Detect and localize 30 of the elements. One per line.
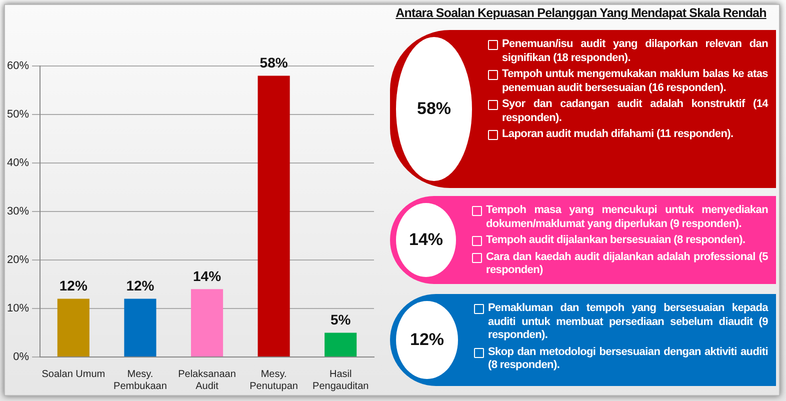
y-tick-label: 60% — [6, 60, 30, 72]
text: Penemuan/isu audit yang dilaporkan relevan dan signifikan (18 responden). — [501, 38, 768, 65]
data-label: 12% — [59, 278, 88, 294]
text: Pemakluman dan tempoh yang bersesuaian kepada auditi untuk membuat persediaan sebelum diaudit (9 responden). — [487, 302, 768, 342]
y-tick-label: 40% — [6, 157, 30, 170]
text: Cara dan kaedah audit dijalankan adalah professional (5 responden) — [485, 250, 768, 278]
x-tick-label: Mesy. Pembukaan — [114, 368, 167, 392]
text: Tempoh masa yang mencukupi untuk menyediakan dokumen/maklumat yang diperlukan (9 responden). — [485, 204, 768, 231]
y-tick-label: 30% — [6, 206, 30, 218]
text: 58% — [396, 37, 472, 181]
text: Tempoh audit dijalankan bersesuaian (8 responden). — [485, 234, 746, 248]
x-tick-label: Hasil Pengauditan — [312, 368, 369, 392]
text: Antara Soalan Kepuasan Pelanggan Yang Mendapat Skala Rendah — [394, 6, 768, 20]
x-tick-label: Soalan Umum — [42, 368, 106, 380]
x-tick-label: Mesy. Penutupan — [250, 368, 298, 392]
text: Skop dan metodologi bersesuaian dengan aktiviti auditi (8 responden). — [487, 346, 768, 372]
y-tick-label: 10% — [6, 302, 30, 315]
y-tick-label: 0% — [13, 351, 30, 364]
y-tick-label: 20% — [6, 254, 30, 266]
data-label: 5% — [330, 312, 352, 328]
y-tick-label: 50% — [6, 108, 30, 121]
data-label: 12% — [126, 278, 155, 294]
x-tick-label: Pelaksanaan Audit — [178, 368, 236, 392]
text: Laporan audit mudah difahami (11 responden). — [501, 128, 734, 142]
text: 14% — [396, 203, 456, 277]
text: Syor dan cadangan audit adalah konstruktif (14 responden). — [501, 98, 768, 125]
text: Tempoh untuk mengemukakan maklum balas ke atas penemuan audit bersesuaian (16 responden). — [501, 68, 768, 95]
text: 12% — [396, 301, 458, 379]
data-label: 58% — [260, 54, 288, 71]
data-label: 14% — [192, 268, 222, 284]
